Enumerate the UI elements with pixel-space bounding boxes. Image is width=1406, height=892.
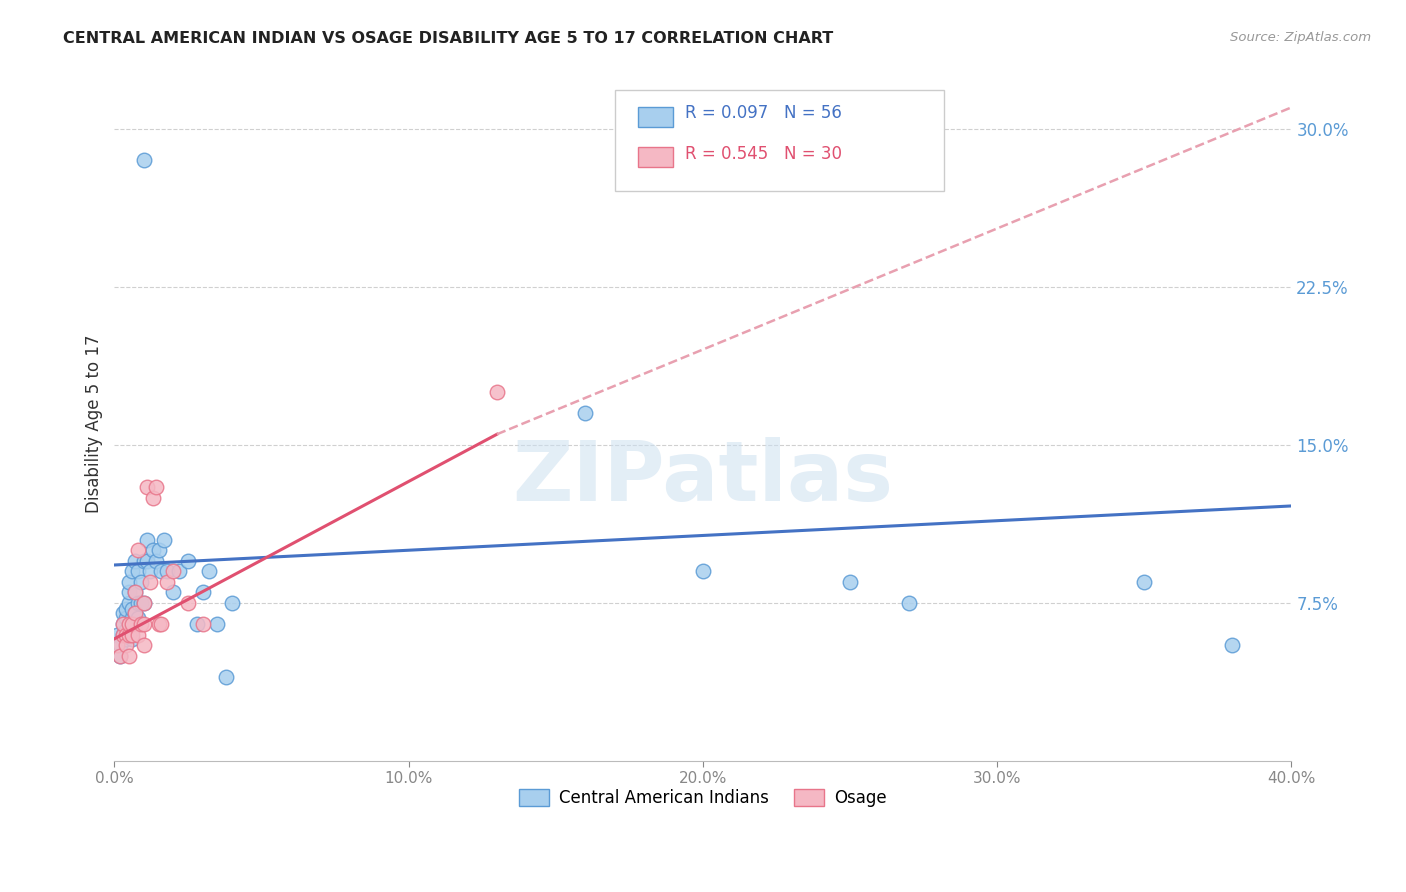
- Point: [115, 602, 138, 616]
- Point: [162, 564, 184, 578]
- Point: [121, 627, 143, 641]
- Point: [124, 617, 146, 632]
- Point: [574, 406, 596, 420]
- Point: [132, 596, 155, 610]
- Point: [897, 596, 920, 610]
- Point: [142, 543, 165, 558]
- Point: [1222, 638, 1244, 652]
- Point: [132, 596, 155, 610]
- Point: [121, 632, 143, 646]
- Text: R = 0.545   N = 30: R = 0.545 N = 30: [685, 145, 842, 163]
- Point: [121, 610, 143, 624]
- Point: [485, 385, 508, 400]
- Point: [135, 533, 157, 547]
- Point: [115, 610, 138, 624]
- Point: [839, 574, 862, 589]
- Point: [150, 564, 173, 578]
- Point: [124, 585, 146, 599]
- Text: R = 0.097   N = 56: R = 0.097 N = 56: [685, 104, 842, 122]
- Legend: Central American Indians, Osage: Central American Indians, Osage: [512, 782, 893, 814]
- Text: ZIPatlas: ZIPatlas: [512, 437, 893, 518]
- Point: [115, 632, 138, 646]
- Point: [150, 617, 173, 632]
- Point: [105, 638, 128, 652]
- Point: [112, 617, 135, 632]
- Point: [127, 564, 149, 578]
- Text: Source: ZipAtlas.com: Source: ZipAtlas.com: [1230, 31, 1371, 45]
- Point: [124, 607, 146, 621]
- Point: [129, 596, 152, 610]
- Point: [138, 564, 160, 578]
- Point: [124, 554, 146, 568]
- Text: CENTRAL AMERICAN INDIAN VS OSAGE DISABILITY AGE 5 TO 17 CORRELATION CHART: CENTRAL AMERICAN INDIAN VS OSAGE DISABIL…: [63, 31, 834, 46]
- Point: [129, 617, 152, 632]
- Point: [156, 564, 179, 578]
- Point: [121, 624, 143, 638]
- Point: [110, 648, 132, 663]
- Point: [110, 648, 132, 663]
- Point: [138, 574, 160, 589]
- Point: [115, 627, 138, 641]
- Point: [127, 596, 149, 610]
- Point: [221, 596, 243, 610]
- Point: [118, 627, 141, 641]
- Point: [118, 574, 141, 589]
- Point: [112, 607, 135, 621]
- Point: [121, 617, 143, 632]
- Point: [153, 533, 176, 547]
- Y-axis label: Disability Age 5 to 17: Disability Age 5 to 17: [86, 334, 103, 513]
- Point: [135, 554, 157, 568]
- Point: [191, 585, 214, 599]
- Point: [112, 627, 135, 641]
- Point: [148, 617, 170, 632]
- Point: [186, 617, 208, 632]
- Point: [118, 617, 141, 632]
- Point: [215, 670, 238, 684]
- Point: [121, 602, 143, 616]
- Point: [1133, 574, 1156, 589]
- Point: [127, 610, 149, 624]
- Point: [132, 617, 155, 632]
- Point: [112, 617, 135, 632]
- Point: [129, 574, 152, 589]
- Point: [145, 480, 167, 494]
- Point: [127, 627, 149, 641]
- Point: [127, 543, 149, 558]
- Point: [197, 564, 219, 578]
- FancyBboxPatch shape: [614, 90, 945, 191]
- Point: [132, 638, 155, 652]
- Point: [118, 585, 141, 599]
- Point: [167, 564, 190, 578]
- Point: [142, 491, 165, 505]
- Point: [191, 617, 214, 632]
- Point: [156, 574, 179, 589]
- Point: [118, 627, 141, 641]
- Bar: [638, 107, 673, 127]
- Point: [118, 617, 141, 632]
- Point: [177, 596, 200, 610]
- Point: [135, 480, 157, 494]
- Point: [105, 627, 128, 641]
- Point: [145, 554, 167, 568]
- Point: [177, 554, 200, 568]
- Point: [110, 638, 132, 652]
- Point: [124, 585, 146, 599]
- Point: [132, 554, 155, 568]
- Point: [118, 648, 141, 663]
- Point: [118, 596, 141, 610]
- Point: [162, 585, 184, 599]
- Point: [121, 564, 143, 578]
- Point: [112, 627, 135, 641]
- Point: [124, 607, 146, 621]
- Point: [115, 624, 138, 638]
- Point: [115, 638, 138, 652]
- Point: [207, 617, 229, 632]
- Point: [148, 543, 170, 558]
- Bar: [638, 147, 673, 168]
- Point: [692, 564, 714, 578]
- Point: [132, 153, 155, 168]
